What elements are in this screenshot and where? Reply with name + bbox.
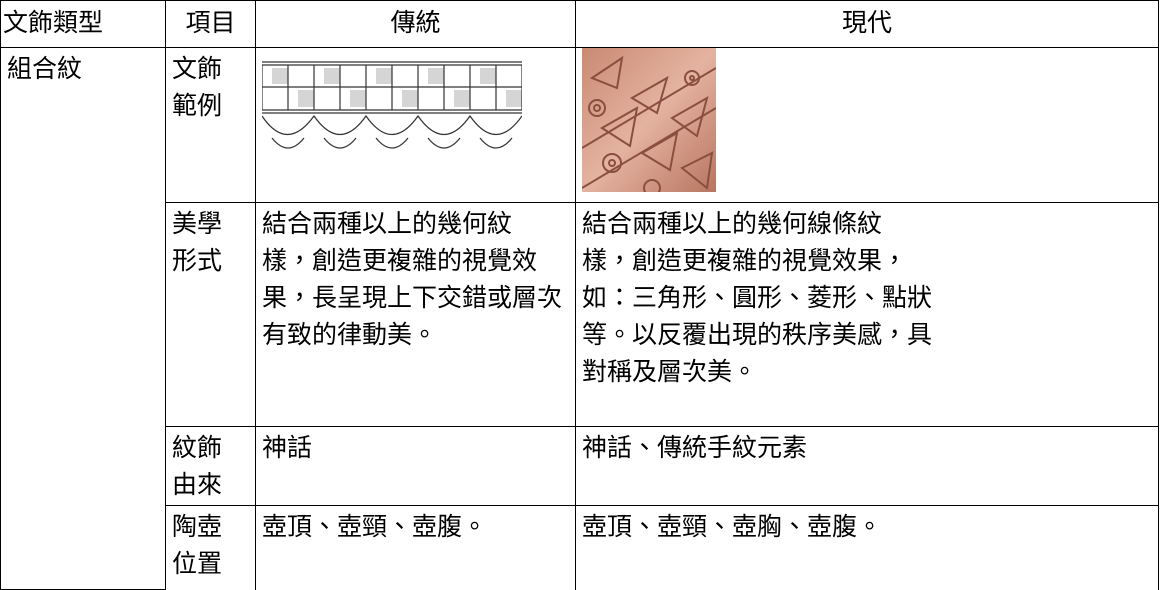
text-line: 如：三角形、圓形、菱形、點狀 (582, 283, 933, 312)
traditional-cell: 神話 (255, 426, 576, 506)
modern-image-cell (575, 47, 1159, 203)
modern-cell: 壺頂、壺頸、壺胸、壺腹。 (575, 505, 1159, 590)
text-line: 樣，創造更複雜的視覺效果， (582, 246, 908, 275)
row: 陶壺位置 壺頂、壺頸、壺腹。 壺頂、壺頸、壺胸、壺腹。 (1, 505, 1159, 590)
item-cell: 美學 形式 (165, 202, 256, 427)
traditional-image-cell (255, 47, 576, 203)
text-line: 紋飾 (172, 433, 223, 462)
traditional-cell: 壺頂、壺頸、壺腹。 (255, 505, 576, 590)
text-line: 對稱及層次美。 (582, 357, 758, 386)
modern-pattern-image (581, 48, 717, 197)
modern-cell: 神話、傳統手紋元素 (575, 426, 1159, 506)
text-line: 形式 (172, 246, 223, 275)
text-line: 等。以反覆出現的秩序美感，具 (582, 320, 933, 349)
modern-cell: 結合兩種以上的幾何線條紋 樣，創造更複雜的視覺效果， 如：三角形、圓形、菱形、點狀等… (575, 202, 1159, 427)
text-line: 有致的律動美。 (262, 320, 438, 349)
header-cell: 現代 (575, 0, 1159, 48)
item-cell: 紋飾 由來 (165, 426, 256, 506)
text-line: 美學 (172, 209, 223, 238)
text-line: 由來 (172, 470, 223, 499)
row: 美學形式 結合兩種以上的幾何紋 樣，創造更複雜的視覺效 果，長呈現上下交錯或層次 有致… (1, 202, 1159, 427)
text-line: 樣，創造更複雜的視覺效 (262, 246, 538, 275)
text-line: 結合兩種以上的幾何線條紋 (582, 209, 883, 238)
text-line: 神話、傳統手紋元素 (582, 433, 808, 462)
item-cell: 陶壺 位置 (165, 505, 256, 590)
traditional-cell: 結合兩種以上的幾何紋 樣，創造更複雜的視覺效 果，長呈現上下交錯或層次 有致的律動美。 (255, 202, 576, 427)
text-line: 文飾 (172, 54, 223, 83)
text-line: 果，長呈現上下交錯或層次 (262, 283, 563, 312)
text-line: 神話 (262, 433, 313, 462)
text-line: 結合兩種以上的幾何紋 (262, 209, 513, 238)
text-line: 壺頂、壺頸、壺腹。 (262, 512, 488, 541)
row: 組合紋 文飾範例 (0, 47, 1159, 590)
text-line: 壺頂、壺頸、壺胸、壺腹。 (582, 512, 883, 541)
header-cell: 項目 (165, 0, 256, 48)
header-row: 文飾類型 項目 傳統 現代 (0, 0, 1159, 48)
traditional-pattern-image (261, 61, 523, 149)
header-cell: 傳統 (255, 0, 576, 48)
group-cell: 組合紋 (0, 47, 166, 590)
item-cell: 文飾 範例 (165, 47, 256, 203)
row: 紋飾由來 神話 神話、傳統手紋元素 (1, 426, 1159, 506)
text-line: 範例 (172, 91, 223, 120)
header-cell: 文飾類型 (0, 0, 166, 48)
text-line: 陶壺 (172, 512, 223, 541)
text-line: 位置 (172, 549, 223, 578)
